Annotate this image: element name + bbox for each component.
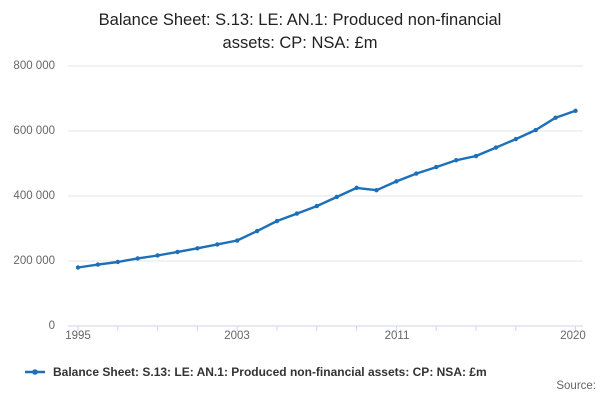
legend-item[interactable]: Balance Sheet: S.13: LE: AN.1: Produced … xyxy=(24,363,487,381)
data-point[interactable] xyxy=(394,179,399,184)
data-point[interactable] xyxy=(274,218,280,224)
data-point[interactable] xyxy=(414,171,419,176)
data-point[interactable] xyxy=(155,253,160,258)
legend-series-label: Balance Sheet: S.13: LE: AN.1: Produced … xyxy=(53,365,487,379)
series-group xyxy=(75,108,578,270)
data-point[interactable] xyxy=(115,259,121,265)
y-axis-label: 200 000 xyxy=(13,255,55,267)
data-point[interactable] xyxy=(374,187,379,193)
data-point[interactable] xyxy=(175,249,180,255)
data-point[interactable] xyxy=(354,185,359,191)
x-axis-label: 1995 xyxy=(65,330,91,342)
gridlines xyxy=(68,65,583,327)
data-point[interactable] xyxy=(513,136,518,142)
series-line xyxy=(76,109,577,269)
data-point[interactable] xyxy=(215,242,220,247)
data-point[interactable] xyxy=(314,203,319,209)
legend-series-marker-icon xyxy=(25,369,45,375)
chart-title-line2: assets: CP: NSA: £m xyxy=(222,34,378,52)
data-point[interactable] xyxy=(135,256,140,261)
data-point[interactable] xyxy=(95,262,101,267)
data-point[interactable] xyxy=(195,246,200,251)
x-axis-label: 2011 xyxy=(384,330,410,342)
chart-title: Balance Sheet: S.13: LE: AN.1: Produced … xyxy=(0,9,600,55)
chart-title-line1: Balance Sheet: S.13: LE: AN.1: Produced … xyxy=(98,11,502,29)
source-label: Source: xyxy=(556,380,596,392)
y-axis-label: 400 000 xyxy=(13,190,55,202)
data-point[interactable] xyxy=(434,164,439,170)
data-point[interactable] xyxy=(235,238,240,243)
x-axis-label: 2003 xyxy=(224,330,250,342)
data-point[interactable] xyxy=(453,158,459,163)
x-axis xyxy=(77,326,576,331)
data-point[interactable] xyxy=(334,194,339,200)
data-point[interactable] xyxy=(553,115,558,120)
y-axis-label: 800 000 xyxy=(13,60,55,72)
data-point[interactable] xyxy=(294,211,300,216)
data-point[interactable] xyxy=(254,228,260,234)
y-axis-label: 600 000 xyxy=(13,125,55,137)
data-point[interactable] xyxy=(493,145,499,150)
data-point[interactable] xyxy=(533,127,538,133)
y-axis-label: 0 xyxy=(48,320,55,332)
data-point[interactable] xyxy=(75,265,81,270)
data-point[interactable] xyxy=(473,153,479,159)
data-point[interactable] xyxy=(573,108,578,114)
x-axis-label: 2020 xyxy=(560,330,586,342)
